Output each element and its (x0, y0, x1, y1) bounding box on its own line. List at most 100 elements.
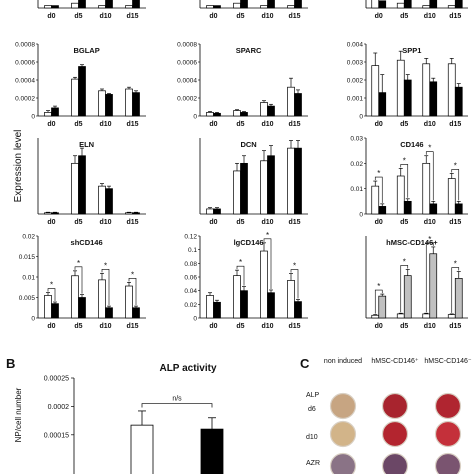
panel-11-bar (371, 314, 380, 319)
panel-11-sig-star: * (403, 257, 406, 266)
panel-11-xtick-label: d15 (449, 323, 461, 330)
panel-7-xtick-label: d10 (261, 219, 273, 226)
panel-5-ytick-label: 0.001 (347, 96, 364, 103)
panel-8-bar (429, 203, 438, 215)
panel-3-ytick-label: 0 (31, 114, 35, 121)
panel-6-bar (78, 155, 86, 215)
stained-dish (381, 420, 409, 448)
panel-3-bar (71, 78, 79, 117)
panel-1-bar (233, 2, 241, 9)
panel-9-ytick-label: 0.02 (22, 234, 35, 241)
panel-8-sig-star: * (403, 156, 406, 165)
panel-0-bar (98, 5, 106, 9)
panel-5-bar (396, 59, 405, 117)
panel-2-bar (429, 0, 438, 9)
panel-8-sig-bracket (451, 169, 460, 201)
stained-dish (434, 452, 462, 474)
panel-8-bar (378, 206, 387, 215)
panel-8-xtick-label: d5 (400, 219, 408, 226)
alp-chart-title: ALP activity (159, 363, 217, 374)
panel-6-bar (51, 212, 59, 215)
panel-10-bar (206, 295, 214, 319)
panel-8-title: CD146 (400, 140, 423, 149)
panel-9-sig-star: * (77, 259, 80, 268)
panel-0-bar (78, 0, 86, 9)
panel-11-bar (454, 278, 463, 319)
alp-ytick-label: 0.00025 (44, 376, 69, 383)
panel-10-ytick-label: 0.04 (184, 288, 197, 295)
panel-10-bar (267, 292, 275, 319)
panel-0-bar (71, 2, 79, 9)
panel-1-bar (294, 0, 302, 9)
alp-y-axis-label: NP/cell number (14, 387, 23, 443)
panel-10-bar (287, 280, 295, 319)
panel-2-bar (447, 5, 456, 9)
panel-9-bar (105, 307, 113, 319)
panel-2-xtick-label: d10 (424, 13, 436, 20)
panel-11-bar (429, 253, 438, 319)
panel-9-sig-star: * (104, 261, 107, 270)
panel-9-sig-bracket (101, 269, 110, 306)
panel-9-xtick-label: d5 (74, 323, 82, 330)
panel-4-bar (294, 93, 302, 117)
panel-1-bar (206, 5, 214, 9)
panel-6-xtick-label: d0 (47, 219, 55, 226)
panel-11-sig-bracket (425, 242, 434, 313)
panel-10-sig-star: * (239, 258, 242, 267)
panel-1-xtick-label: d10 (261, 13, 273, 20)
panel-3-xtick-label: d5 (74, 121, 82, 128)
stained-dish (329, 420, 357, 448)
panel-11-sig-bracket (451, 267, 460, 313)
panel-10-ytick-label: 0.1 (188, 247, 197, 254)
panel-10-bar (233, 275, 241, 319)
panel-7-xtick-label: d5 (236, 219, 244, 226)
stained-dish (434, 420, 462, 448)
panel-7-bar (287, 147, 295, 215)
panel-4-ytick-label: 0.0002 (177, 96, 197, 103)
dish-header-cd146-neg: hMSC-CD146⁻ (424, 358, 472, 365)
panel-3-bar (132, 92, 140, 117)
panel-6-title: ELN (79, 140, 94, 149)
panel-8-xtick-label: d15 (449, 219, 461, 226)
panel-8-sig-bracket (400, 164, 409, 198)
panel-4-xtick-label: d5 (236, 121, 244, 128)
panel-9-bar (98, 279, 106, 319)
panel-4-bar (213, 112, 221, 117)
panel-c-letter: C (300, 356, 310, 371)
panel-5-ytick-label: 0 (359, 114, 363, 121)
panel-3-ytick-label: 0.0002 (15, 96, 35, 103)
panel-1-bar (213, 5, 221, 9)
panel-8-bar (422, 162, 431, 215)
panel-5-title: SPP1 (402, 46, 421, 55)
row-time-d6: d6 (308, 406, 316, 413)
panel-0-xtick-label: d5 (74, 13, 82, 20)
panel-11-bar (447, 314, 456, 319)
panel-3-bar (44, 112, 52, 117)
stained-dish (381, 392, 409, 420)
panel-5-bar (403, 79, 412, 117)
panel-8-xtick-label: d10 (424, 219, 436, 226)
panel-10-xtick-label: d10 (261, 323, 273, 330)
row-time-d10: d10 (306, 434, 318, 441)
panel-7-bar (206, 208, 214, 215)
panel-8-ytick-label: 0.01 (350, 186, 363, 193)
panel-10-sig-star: * (266, 231, 269, 240)
panel-4-ytick-label: 0.0004 (177, 78, 197, 85)
panel-9-ytick-label: 0 (31, 316, 35, 323)
panel-10-bar (240, 290, 248, 319)
panel-1-bar (267, 0, 275, 9)
panel-11-sig-bracket (374, 289, 383, 314)
panel-7-bar (267, 155, 275, 215)
panel-b-letter: B (6, 356, 16, 371)
panel-5-ytick-label: 0.003 (347, 60, 364, 67)
panel-7-title: DCN (240, 140, 256, 149)
panel-9-sig-bracket (74, 266, 83, 294)
panel-11-xtick-label: d5 (400, 323, 408, 330)
alp-ns-bracket (141, 403, 213, 408)
panel-3-ytick-label: 0.0006 (15, 60, 35, 67)
panel-10-bar (294, 301, 302, 319)
panel-11-bar (403, 275, 412, 319)
panel-2-bar (396, 2, 405, 9)
panel-10-ytick-label: 0.06 (184, 275, 197, 282)
